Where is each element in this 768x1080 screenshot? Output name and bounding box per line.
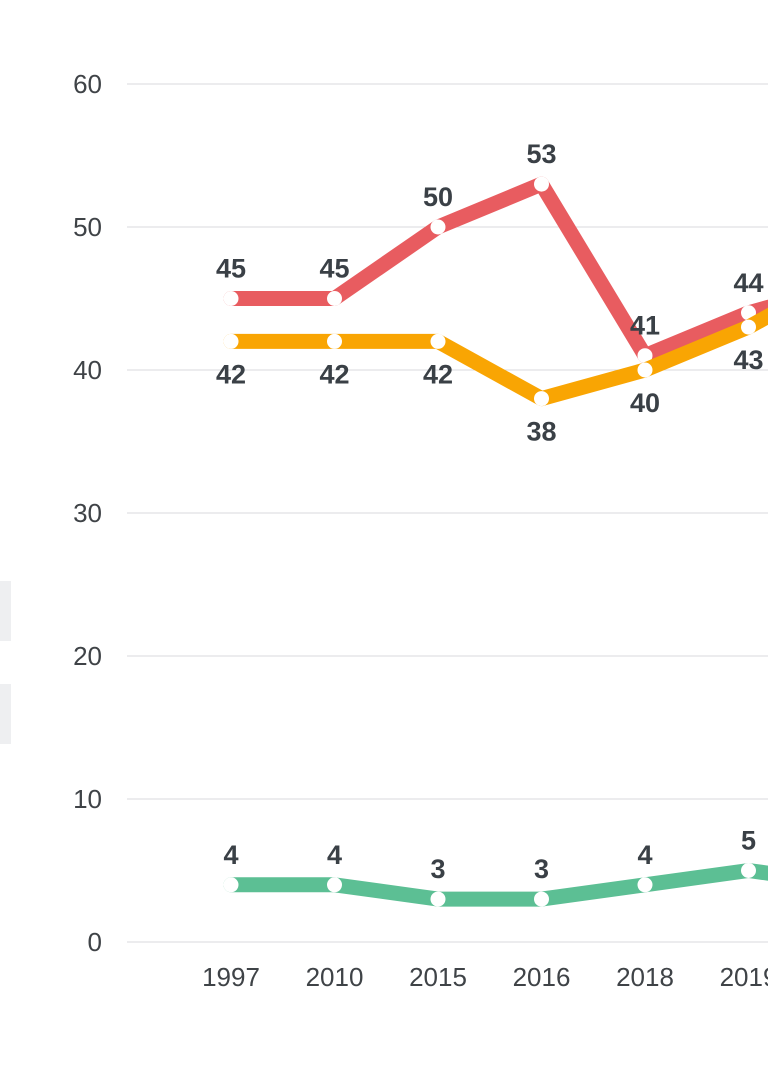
series-line bbox=[223, 176, 768, 364]
x-tick-label: 2010 bbox=[306, 962, 364, 992]
y-tick-label: 60 bbox=[73, 69, 102, 99]
y-tick-label: 0 bbox=[88, 927, 102, 957]
data-label: 4 bbox=[637, 840, 652, 870]
data-label: 40 bbox=[630, 388, 660, 418]
y-axis-ticks: 0 10 20 30 40 50 60 bbox=[73, 69, 102, 957]
x-tick-label: 2019 bbox=[720, 962, 768, 992]
data-label: 38 bbox=[526, 417, 556, 447]
y-tick-label: 10 bbox=[73, 784, 102, 814]
data-point bbox=[223, 877, 239, 893]
data-point bbox=[534, 891, 549, 907]
data-label: 42 bbox=[423, 359, 453, 389]
data-point bbox=[430, 891, 446, 907]
x-tick-label: 1997 bbox=[202, 962, 260, 992]
x-axis-ticks: 1997201020152016201820192020 bbox=[202, 962, 768, 992]
data-label: 43 bbox=[733, 345, 763, 375]
y-tick-label: 40 bbox=[73, 355, 102, 385]
data-label: 3 bbox=[534, 854, 549, 884]
data-label: 50 bbox=[423, 182, 453, 212]
data-point bbox=[637, 877, 653, 893]
side-tab-upper[interactable] bbox=[0, 581, 11, 641]
y-tick-label: 20 bbox=[73, 641, 102, 671]
y-tick-label: 50 bbox=[73, 212, 102, 242]
x-tick-label: 2018 bbox=[616, 962, 674, 992]
x-tick-label: 2016 bbox=[513, 962, 571, 992]
series-layer bbox=[223, 176, 768, 907]
data-label: 41 bbox=[630, 311, 660, 341]
data-label: 3 bbox=[430, 854, 445, 884]
data-point bbox=[534, 391, 549, 407]
series-line bbox=[223, 863, 768, 907]
data-point bbox=[327, 877, 342, 893]
data-point bbox=[741, 319, 756, 335]
data-label: 45 bbox=[216, 254, 246, 284]
data-point bbox=[327, 291, 342, 306]
gridlines bbox=[127, 83, 768, 943]
data-labels: 45455053414446424242384043474433454 bbox=[216, 139, 764, 884]
data-point bbox=[430, 219, 446, 235]
data-label: 45 bbox=[319, 254, 349, 284]
data-label: 4 bbox=[327, 840, 342, 870]
data-label: 42 bbox=[319, 359, 349, 389]
data-point bbox=[223, 333, 239, 349]
data-point bbox=[534, 176, 549, 192]
data-label: 5 bbox=[741, 826, 756, 856]
data-point bbox=[327, 333, 342, 349]
data-label: 4 bbox=[223, 840, 238, 870]
data-label: 44 bbox=[733, 268, 763, 298]
x-tick-label: 2015 bbox=[409, 962, 467, 992]
data-label: 53 bbox=[526, 139, 556, 169]
data-point bbox=[637, 362, 653, 378]
data-point bbox=[637, 348, 653, 364]
side-tab-lower[interactable] bbox=[0, 684, 11, 744]
y-tick-label: 30 bbox=[73, 498, 102, 528]
data-label: 42 bbox=[216, 359, 246, 389]
data-point bbox=[430, 333, 446, 349]
data-point bbox=[741, 863, 756, 878]
data-point bbox=[223, 291, 239, 306]
